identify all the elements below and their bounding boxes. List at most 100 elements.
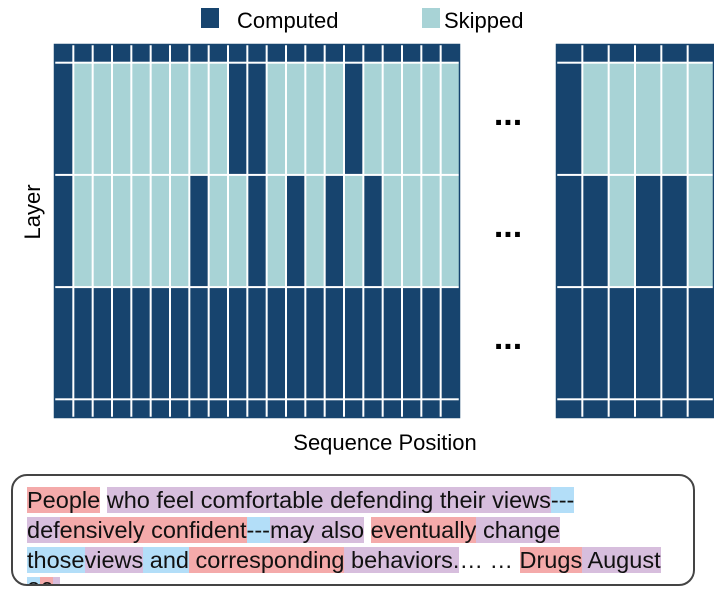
token-3 (149, 487, 157, 513)
token-39: Drugs (519, 547, 583, 573)
heatmap-cell-band0-col26-computed (688, 45, 713, 62)
heatmap-cell-band3-col9-computed (229, 288, 247, 399)
heatmap-cell-band3-col8-computed (209, 288, 227, 399)
heatmap-cell-band2-col4-skipped (132, 175, 150, 287)
heatmap-cell-band4-col14-computed (325, 400, 343, 417)
token-13: --- (550, 487, 575, 513)
heatmap-cell-band2-col8-skipped (209, 175, 227, 287)
legend-swatch-computed (201, 8, 219, 28)
token-19: may (269, 517, 315, 543)
token-36 (482, 547, 490, 573)
heatmap-cell-band2-col20-skipped (441, 175, 459, 287)
token-12: views (492, 487, 551, 513)
heatmap-cell-band0-col23-computed (609, 45, 634, 62)
heatmap-cell-band0-col20-computed (441, 45, 459, 62)
heatmap-cell-band1-col7-skipped (190, 63, 208, 174)
heatmap-cell-band1-col19-skipped (422, 63, 440, 174)
heatmap-cell-band0-col1-computed (74, 45, 92, 62)
token-28: views (84, 547, 144, 573)
heatmap-cell-band3-col1-computed (74, 288, 92, 399)
token-18: --- (246, 517, 270, 543)
heatmap-cell-band3-col11-computed (267, 288, 285, 399)
heatmap-cell-band3-col19-computed (422, 288, 440, 399)
heatmap-cell-band1-col10-computed (248, 63, 266, 174)
heatmap-cell-band1-col26-skipped (688, 63, 713, 174)
heatmap-cell-band1-col3-skipped (113, 63, 131, 174)
heatmap-cell-band0-col19-computed (422, 45, 440, 62)
heatmap-cell-band1-col21-computed (557, 63, 582, 174)
heatmap-cell-band4-col10-computed (248, 400, 266, 417)
heatmap-cell-band1-col8-skipped (209, 63, 227, 174)
heatmap-cell-band2-col1-skipped (74, 175, 92, 287)
heatmap-cell-band2-col9-skipped (229, 175, 247, 287)
heatmap-cell-band4-col19-computed (422, 400, 440, 417)
token-text-box: People who feel comfortable defending th… (11, 474, 695, 586)
x-axis-label: Sequence Position (293, 430, 476, 455)
heatmap-cell-band3-col15-computed (345, 288, 363, 399)
token-41: August (587, 547, 661, 573)
heatmap-cell-band0-col25-computed (662, 45, 687, 62)
token-16 (144, 517, 152, 543)
heatmap-cell-band4-col4-computed (132, 400, 150, 417)
token-40 (582, 547, 588, 573)
token-44: 6 (40, 577, 54, 584)
heatmap-cell-band1-col5-skipped (151, 63, 169, 174)
heatmap-cell-band4-col7-computed (190, 400, 208, 417)
heatmap-cell-band0-col6-computed (171, 45, 189, 62)
heatmap-cell-band3-col26-computed (688, 288, 713, 399)
heatmap-cell-band4-col3-computed (113, 400, 131, 417)
token-9 (433, 487, 440, 513)
token-15: ensively (59, 517, 145, 543)
heatmap-cell-band0-col18-computed (403, 45, 421, 62)
heatmap-cell-band2-col5-skipped (151, 175, 169, 287)
token-37: … (489, 547, 513, 573)
heatmap-cell-band0-col14-computed (325, 45, 343, 62)
heatmap-cell-band0-col4-computed (132, 45, 150, 62)
token-32: corresponding (195, 547, 345, 573)
heatmap-cell-band2-col23-skipped (609, 175, 634, 287)
heatmap-cell-band4-col17-computed (383, 400, 401, 417)
token-7 (323, 487, 331, 513)
heatmap-cell-band2-col24-computed (636, 175, 661, 287)
heatmap-cell-band3-col20-computed (441, 288, 459, 399)
token-38 (512, 547, 520, 573)
gap-ellipsis-band2: ... (494, 207, 522, 245)
token-35: … (459, 547, 483, 573)
heatmap-cell-band3-col24-computed (636, 288, 661, 399)
token-29 (143, 547, 150, 573)
heatmap-cell-band3-col21-computed (557, 288, 582, 399)
heatmap-cell-band3-col4-computed (132, 288, 150, 399)
heatmap-cell-band2-col19-skipped (422, 175, 440, 287)
token-8: defending (330, 487, 434, 513)
heatmap-cell-band4-col5-computed (151, 400, 169, 417)
token-6: comfortable (200, 487, 324, 513)
heatmap-cell-band2-col11-skipped (267, 175, 285, 287)
heatmap-cell-band4-col24-computed (636, 400, 661, 417)
heatmap-cell-band2-col6-skipped (171, 175, 189, 287)
heatmap-cell-band1-col25-skipped (662, 63, 687, 174)
heatmap-cell-band4-col23-computed (609, 400, 634, 417)
legend: Computed Skipped (201, 8, 524, 33)
heatmap-cell-band1-col0-computed (55, 63, 73, 174)
token-0: People (27, 487, 101, 513)
token-21: also (320, 517, 365, 543)
heatmap-cell-band3-col2-computed (93, 288, 111, 399)
heatmap-cell-band3-col17-computed (383, 288, 401, 399)
layer-skip-heatmap-figure: Computed Skipped Layer Sequence Position… (20, 8, 714, 455)
y-axis-label: Layer (20, 184, 45, 239)
heatmap-cell-band1-col16-skipped (364, 63, 382, 174)
token-20 (314, 517, 321, 543)
heatmap-cell-band2-col22-computed (583, 175, 608, 287)
token-34: behaviors. (351, 547, 460, 573)
heatmap-cell-band4-col20-computed (441, 400, 459, 417)
heatmap-cell-band4-col0-computed (55, 400, 73, 417)
token-10: their (439, 487, 486, 513)
heatmap-cell-band1-col13-skipped (306, 63, 324, 174)
heatmap-cell-band1-col22-skipped (583, 63, 608, 174)
heatmap-cell-band0-col22-computed (583, 45, 608, 62)
heatmap-cell-band2-col21-computed (557, 175, 582, 287)
heatmap-cell-band1-col15-computed (345, 63, 363, 174)
heatmap-cell-band4-col16-computed (364, 400, 382, 417)
token-5 (194, 487, 201, 513)
heatmap-cell-band3-col3-computed (113, 288, 131, 399)
